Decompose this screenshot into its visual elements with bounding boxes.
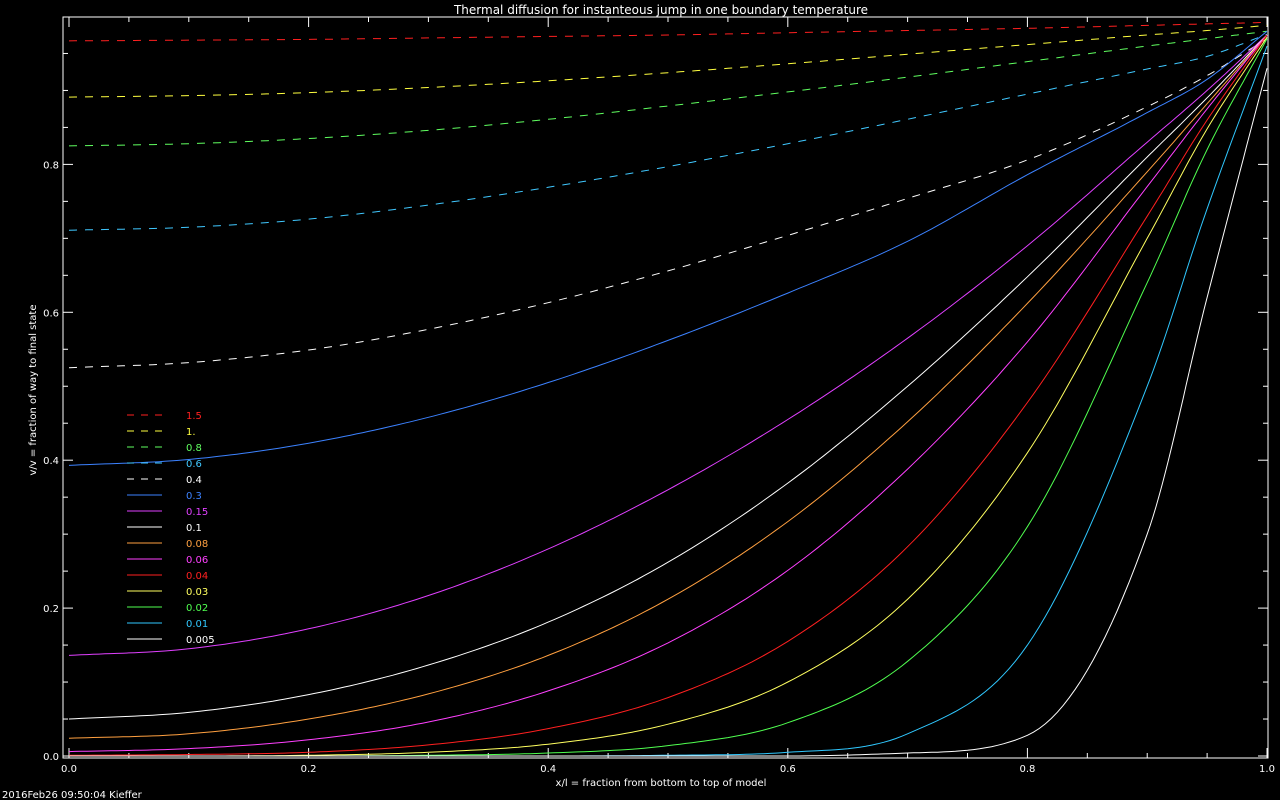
- series-line-0_005: [69, 68, 1268, 757]
- legend-label: 1.: [186, 427, 196, 438]
- legend-label: 0.4: [186, 475, 202, 486]
- legend-label: 0.01: [186, 619, 208, 630]
- footer-timestamp: 2016Feb26 09:50:04 Kieffer: [2, 790, 143, 800]
- y-tick-label: 0.0: [43, 752, 59, 763]
- x-tick-label: 0.6: [780, 764, 796, 775]
- x-tick-label: 0.0: [61, 764, 77, 775]
- series-line-0_15: [68, 34, 1268, 656]
- series-line-0_03: [69, 36, 1268, 757]
- series-line-0_08: [68, 34, 1268, 739]
- y-tick-label: 0.4: [43, 456, 59, 467]
- plot-frame: [62, 16, 1269, 759]
- series-line-0_01: [69, 45, 1268, 757]
- y-axis-ticks: 0.0 0.2 0.4 0.6 0.8: [43, 52, 1268, 763]
- legend-label: 0.04: [186, 571, 208, 582]
- legend-label: 1.5: [186, 411, 202, 422]
- series-line-1_5: [68, 21, 1268, 42]
- x-tick-label: 0.2: [301, 764, 317, 775]
- series-line-0_02: [69, 38, 1268, 757]
- legend-label: 0.8: [186, 443, 202, 454]
- legend-label: 0.3: [186, 491, 202, 502]
- legend-label: 0.02: [186, 603, 208, 614]
- series-line-0_6: [68, 33, 1268, 231]
- x-tick-label: 1.0: [1259, 764, 1275, 775]
- legend-label: 0.06: [186, 555, 208, 566]
- series-line-0_1: [68, 34, 1268, 720]
- series-line-0_8: [68, 30, 1268, 147]
- legend-label: 0.15: [186, 507, 208, 518]
- series-line-0_04: [68, 34, 1268, 756]
- legend-label: 0.03: [186, 587, 208, 598]
- legend-label: 0.1: [186, 523, 202, 534]
- legend-label: 0.08: [186, 539, 208, 550]
- series-line-1_: [68, 24, 1268, 98]
- y-tick-label: 0.8: [43, 160, 59, 171]
- x-tick-label: 0.4: [540, 764, 556, 775]
- legend-label: 0.005: [186, 635, 215, 646]
- x-axis-label: x/l = fraction from bottom to top of mod…: [556, 778, 767, 789]
- series-line-0_06: [68, 34, 1268, 753]
- series-line-0_3: [68, 30, 1268, 466]
- series-lines: [68, 21, 1268, 757]
- legend: 1.5 1. 0.8 0.6 0.4 0.3 0.15 0.1 0.08 0.06 0.04 0.03…: [127, 411, 215, 646]
- y-axis-label: v/v = fraction of way to final state: [28, 304, 39, 475]
- x-tick-label: 0.8: [1019, 764, 1035, 775]
- chart-title: Thermal diffusion for instanteous jump i…: [453, 3, 868, 17]
- y-tick-label: 0.6: [43, 308, 59, 319]
- y-tick-label: 0.2: [43, 604, 59, 615]
- legend-label: 0.6: [186, 459, 202, 470]
- series-line-0_4: [68, 38, 1268, 369]
